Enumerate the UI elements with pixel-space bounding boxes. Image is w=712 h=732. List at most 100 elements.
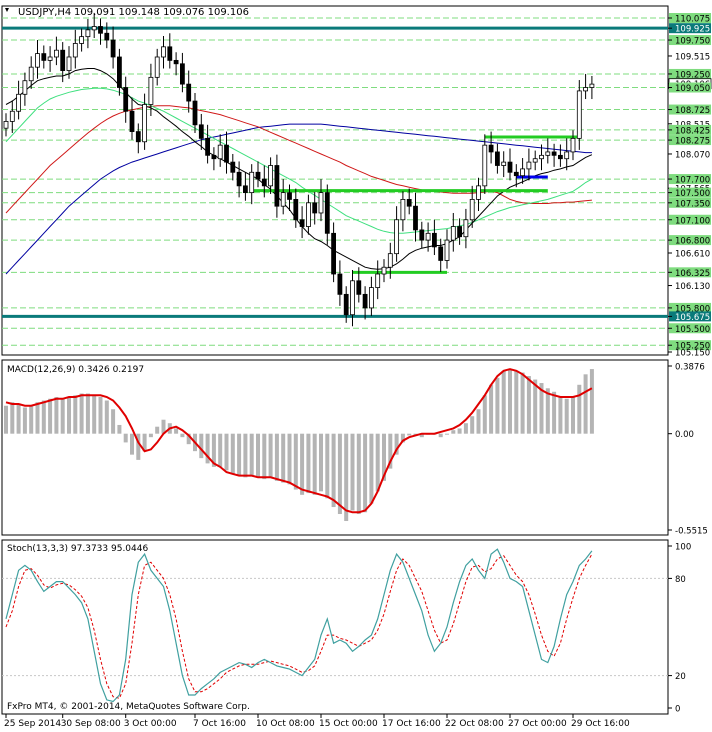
svg-text:105.250: 105.250 <box>675 342 710 352</box>
svg-text:106.610: 106.610 <box>675 249 710 259</box>
candle <box>343 286 349 323</box>
time-label: 10 Oct 08:00 <box>256 719 315 729</box>
candle <box>299 206 305 239</box>
candle <box>28 56 34 89</box>
candle <box>35 40 40 79</box>
price-label: 105.150 <box>668 349 710 359</box>
macd-bar <box>4 405 8 434</box>
candle <box>576 80 582 150</box>
price-label: 107.350 <box>668 197 711 209</box>
macd-bar <box>382 433 386 481</box>
price-label: 107.700 <box>668 174 711 186</box>
svg-text:109.050: 109.050 <box>675 84 710 94</box>
macd-bar <box>319 433 323 492</box>
candle <box>192 92 198 133</box>
svg-text:108.725: 108.725 <box>675 106 710 116</box>
candle <box>47 46 53 72</box>
green-ma-line <box>5 87 593 234</box>
time-label: 27 Oct 00:00 <box>508 719 567 729</box>
candle <box>167 33 173 69</box>
candle <box>558 144 563 167</box>
candle <box>431 219 437 256</box>
candle <box>520 158 525 184</box>
macd-bar <box>577 384 582 434</box>
time-label: 29 Oct 16:00 <box>571 719 630 729</box>
svg-text:106.130: 106.130 <box>675 282 710 292</box>
candle <box>66 46 72 79</box>
macd-bar <box>312 433 317 495</box>
candle <box>406 188 412 215</box>
candle <box>350 269 355 327</box>
candle <box>230 153 236 181</box>
macd-bar <box>306 433 311 494</box>
time-label: 30 Sep 08:00 <box>61 719 121 729</box>
price-label: 109.515 <box>668 52 710 62</box>
macd-bar <box>571 397 575 434</box>
macd-bar <box>457 428 462 434</box>
stoch-tick-label: 80 <box>675 575 686 585</box>
candle <box>400 191 406 232</box>
candle <box>104 22 110 49</box>
svg-text:109.925: 109.925 <box>675 25 710 35</box>
svg-text:109.250: 109.250 <box>675 70 710 80</box>
price-grid <box>2 17 668 346</box>
candle <box>255 161 261 188</box>
candle <box>337 260 343 306</box>
candle <box>488 131 494 164</box>
macd-bar <box>268 433 273 478</box>
macd-bar <box>375 433 380 492</box>
svg-text:108.275: 108.275 <box>675 137 710 147</box>
macd-bar <box>180 433 185 438</box>
candle <box>205 124 211 164</box>
black-ma-line <box>5 68 593 270</box>
price-label: 105.500 <box>668 323 711 335</box>
price-label: 108.725 <box>668 104 711 116</box>
candle <box>368 276 374 317</box>
macd-bar <box>369 433 374 504</box>
price-label: 109.925 <box>668 23 711 35</box>
macd-panel[interactable]: 0.3876 0.00 -0.5515 MACD(12,26,9) 0.3426 0… <box>1 359 708 537</box>
macd-bar <box>356 433 361 515</box>
stoch-panel[interactable]: 100 80 20 0 Stoch(13,3,3) 97.3733 95.0446 F… <box>1 539 691 715</box>
candle <box>280 179 286 215</box>
candle <box>394 206 400 262</box>
macd-bar <box>92 395 97 434</box>
candle <box>413 192 418 242</box>
macd-bar <box>400 433 405 443</box>
candle <box>545 138 551 164</box>
svg-text:110.075: 110.075 <box>675 15 710 25</box>
candle <box>85 19 91 49</box>
candle <box>425 222 431 252</box>
macd-title: MACD(12,26,9) 0.3426 0.2197 <box>7 365 144 375</box>
macd-bar <box>237 433 242 476</box>
svg-text:105.500: 105.500 <box>675 325 710 335</box>
candle <box>532 150 538 171</box>
price-label: 107.100 <box>668 214 711 226</box>
candle <box>41 45 47 69</box>
candle <box>268 157 274 194</box>
candle <box>60 42 66 83</box>
macd-bar <box>104 400 109 434</box>
candle <box>217 134 223 167</box>
candle <box>9 100 15 133</box>
price-label: 106.610 <box>668 249 710 259</box>
macd-bar <box>205 433 210 464</box>
time-label: 25 Sep 2014 <box>4 719 61 729</box>
copyright: FxPro MT4, © 2001-2014, MetaQuotes Softw… <box>7 702 250 712</box>
candle <box>539 144 544 171</box>
macd-bar <box>533 379 538 434</box>
candle <box>3 113 9 137</box>
stoch-signal-line <box>5 553 593 699</box>
macd-bar <box>85 393 90 434</box>
price-label: 106.130 <box>668 282 710 292</box>
svg-text:105.675: 105.675 <box>675 313 710 323</box>
price-panel[interactable]: 110.075109.925109.750109.515109.250109.1… <box>1 5 712 359</box>
time-label: 3 Oct 00:00 <box>124 719 177 729</box>
candle <box>98 18 103 45</box>
price-panel-frame <box>1 5 669 356</box>
macd-bar <box>558 397 563 434</box>
macd-bar <box>10 402 15 434</box>
stoch-tick-label: 0 <box>675 705 680 715</box>
